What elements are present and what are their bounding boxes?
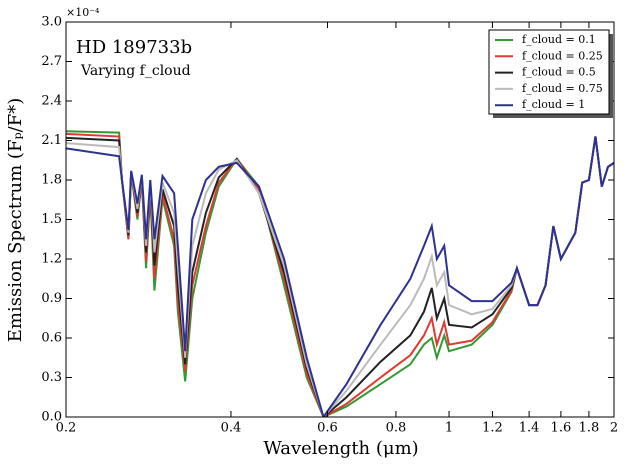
y-tick-label: 0.0 [41,410,62,425]
x-tick-label: 1.4 [519,421,540,436]
x-tick-label: 1.8 [579,421,600,436]
y-tick-label: 3.0 [41,15,62,30]
y-tick-label: 2.7 [41,54,62,69]
legend-label: f_cloud = 1 [522,98,585,111]
x-axis-label: Wavelength (μm) [263,438,418,459]
y-tick-label: 0.6 [41,331,62,346]
chart-subtitle: Varying f_cloud [80,63,191,79]
legend-label: f_cloud = 0.25 [522,49,603,62]
x-tick-label: 0.4 [221,421,242,436]
y-tick-label: 1.2 [41,252,62,267]
y-tick-label: 0.3 [41,370,62,385]
chart-title: HD 189733b [76,37,192,58]
axis-multiplier: ×10⁻⁴ [66,6,100,19]
legend-label: f_cloud = 0.5 [522,66,596,79]
x-tick-label: 0.6 [317,421,338,436]
x-tick-label: 0.8 [386,421,407,436]
y-axis-label: Emission Spectrum (Fₚ/F*) [5,98,26,342]
x-tick-label: 1.6 [551,421,572,436]
x-tick-label: 0.2 [56,421,77,436]
y-tick-label: 0.9 [41,291,62,306]
y-tick-label: 2.4 [41,94,62,109]
x-tick-label: 1.2 [482,421,503,436]
x-tick-label: 2 [610,421,618,436]
y-tick-label: 2.1 [41,133,62,148]
y-tick-label: 1.5 [41,212,62,227]
series-line [66,136,614,417]
y-tick-label: 1.8 [41,173,62,188]
x-tick-label: 1 [445,421,453,436]
legend-label: f_cloud = 0.75 [522,82,603,95]
legend-label: f_cloud = 0.1 [522,33,596,46]
